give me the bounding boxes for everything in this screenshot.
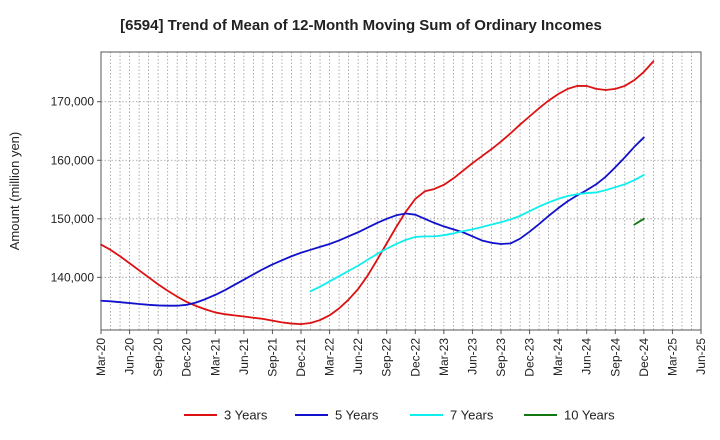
series-line-7-years: [309, 174, 645, 293]
legend-label: 10 Years: [564, 408, 615, 423]
x-tick-label: Sep-20: [151, 338, 165, 377]
y-axis-label: Amount (million yen): [7, 132, 22, 251]
y-tick-label: 140,000: [51, 270, 95, 284]
y-tick-label: 170,000: [51, 95, 95, 109]
x-tick-label: Dec-24: [637, 338, 651, 377]
x-tick-label: Sep-21: [265, 338, 279, 377]
legend: 3 Years 5 Years 7 Years 10 Years: [184, 408, 615, 423]
x-tick-label: Jun-23: [465, 338, 479, 375]
y-ticks: 140,000 150,000 160,000 170,000: [51, 95, 101, 284]
x-tick-label: Mar-24: [551, 338, 565, 376]
x-tick-label: Mar-25: [665, 338, 679, 376]
x-tick-label: Mar-23: [437, 338, 451, 376]
legend-label: 7 Years: [450, 408, 494, 423]
plot-frame: [100, 51, 702, 331]
x-tick-label: Jun-20: [123, 338, 137, 375]
x-ticks: Mar-20 Jun-20 Sep-20 Dec-20 Mar-21 Jun-21 Sep-…: [94, 330, 708, 377]
series-line-5-years: [100, 136, 645, 307]
series-lines: [100, 60, 655, 326]
legend-label: 3 Years: [224, 408, 268, 423]
x-tick-label: Dec-22: [408, 338, 422, 377]
x-tick-label: Sep-23: [494, 338, 508, 377]
x-tick-label: Mar-21: [208, 338, 222, 376]
grid: [101, 52, 701, 330]
x-tick-label: Dec-20: [180, 338, 194, 377]
y-tick-label: 150,000: [51, 212, 95, 226]
legend-label: 5 Years: [335, 408, 379, 423]
x-tick-label: Jun-25: [694, 338, 708, 375]
x-tick-label: Jun-22: [351, 338, 365, 375]
y-tick-label: 160,000: [51, 153, 95, 167]
chart-title: [6594] Trend of Mean of 12-Month Moving …: [120, 17, 602, 34]
x-tick-label: Jun-24: [580, 338, 594, 375]
series-line-10-years: [633, 217, 645, 226]
x-tick-label: Mar-20: [94, 338, 108, 376]
series-line-3-years: [100, 60, 655, 326]
x-tick-label: Mar-22: [323, 338, 337, 376]
x-tick-label: Sep-22: [380, 338, 394, 377]
x-tick-label: Jun-21: [237, 338, 251, 375]
x-tick-label: Dec-21: [294, 338, 308, 377]
x-tick-label: Sep-24: [608, 338, 622, 377]
x-tick-label: Dec-23: [523, 338, 537, 377]
